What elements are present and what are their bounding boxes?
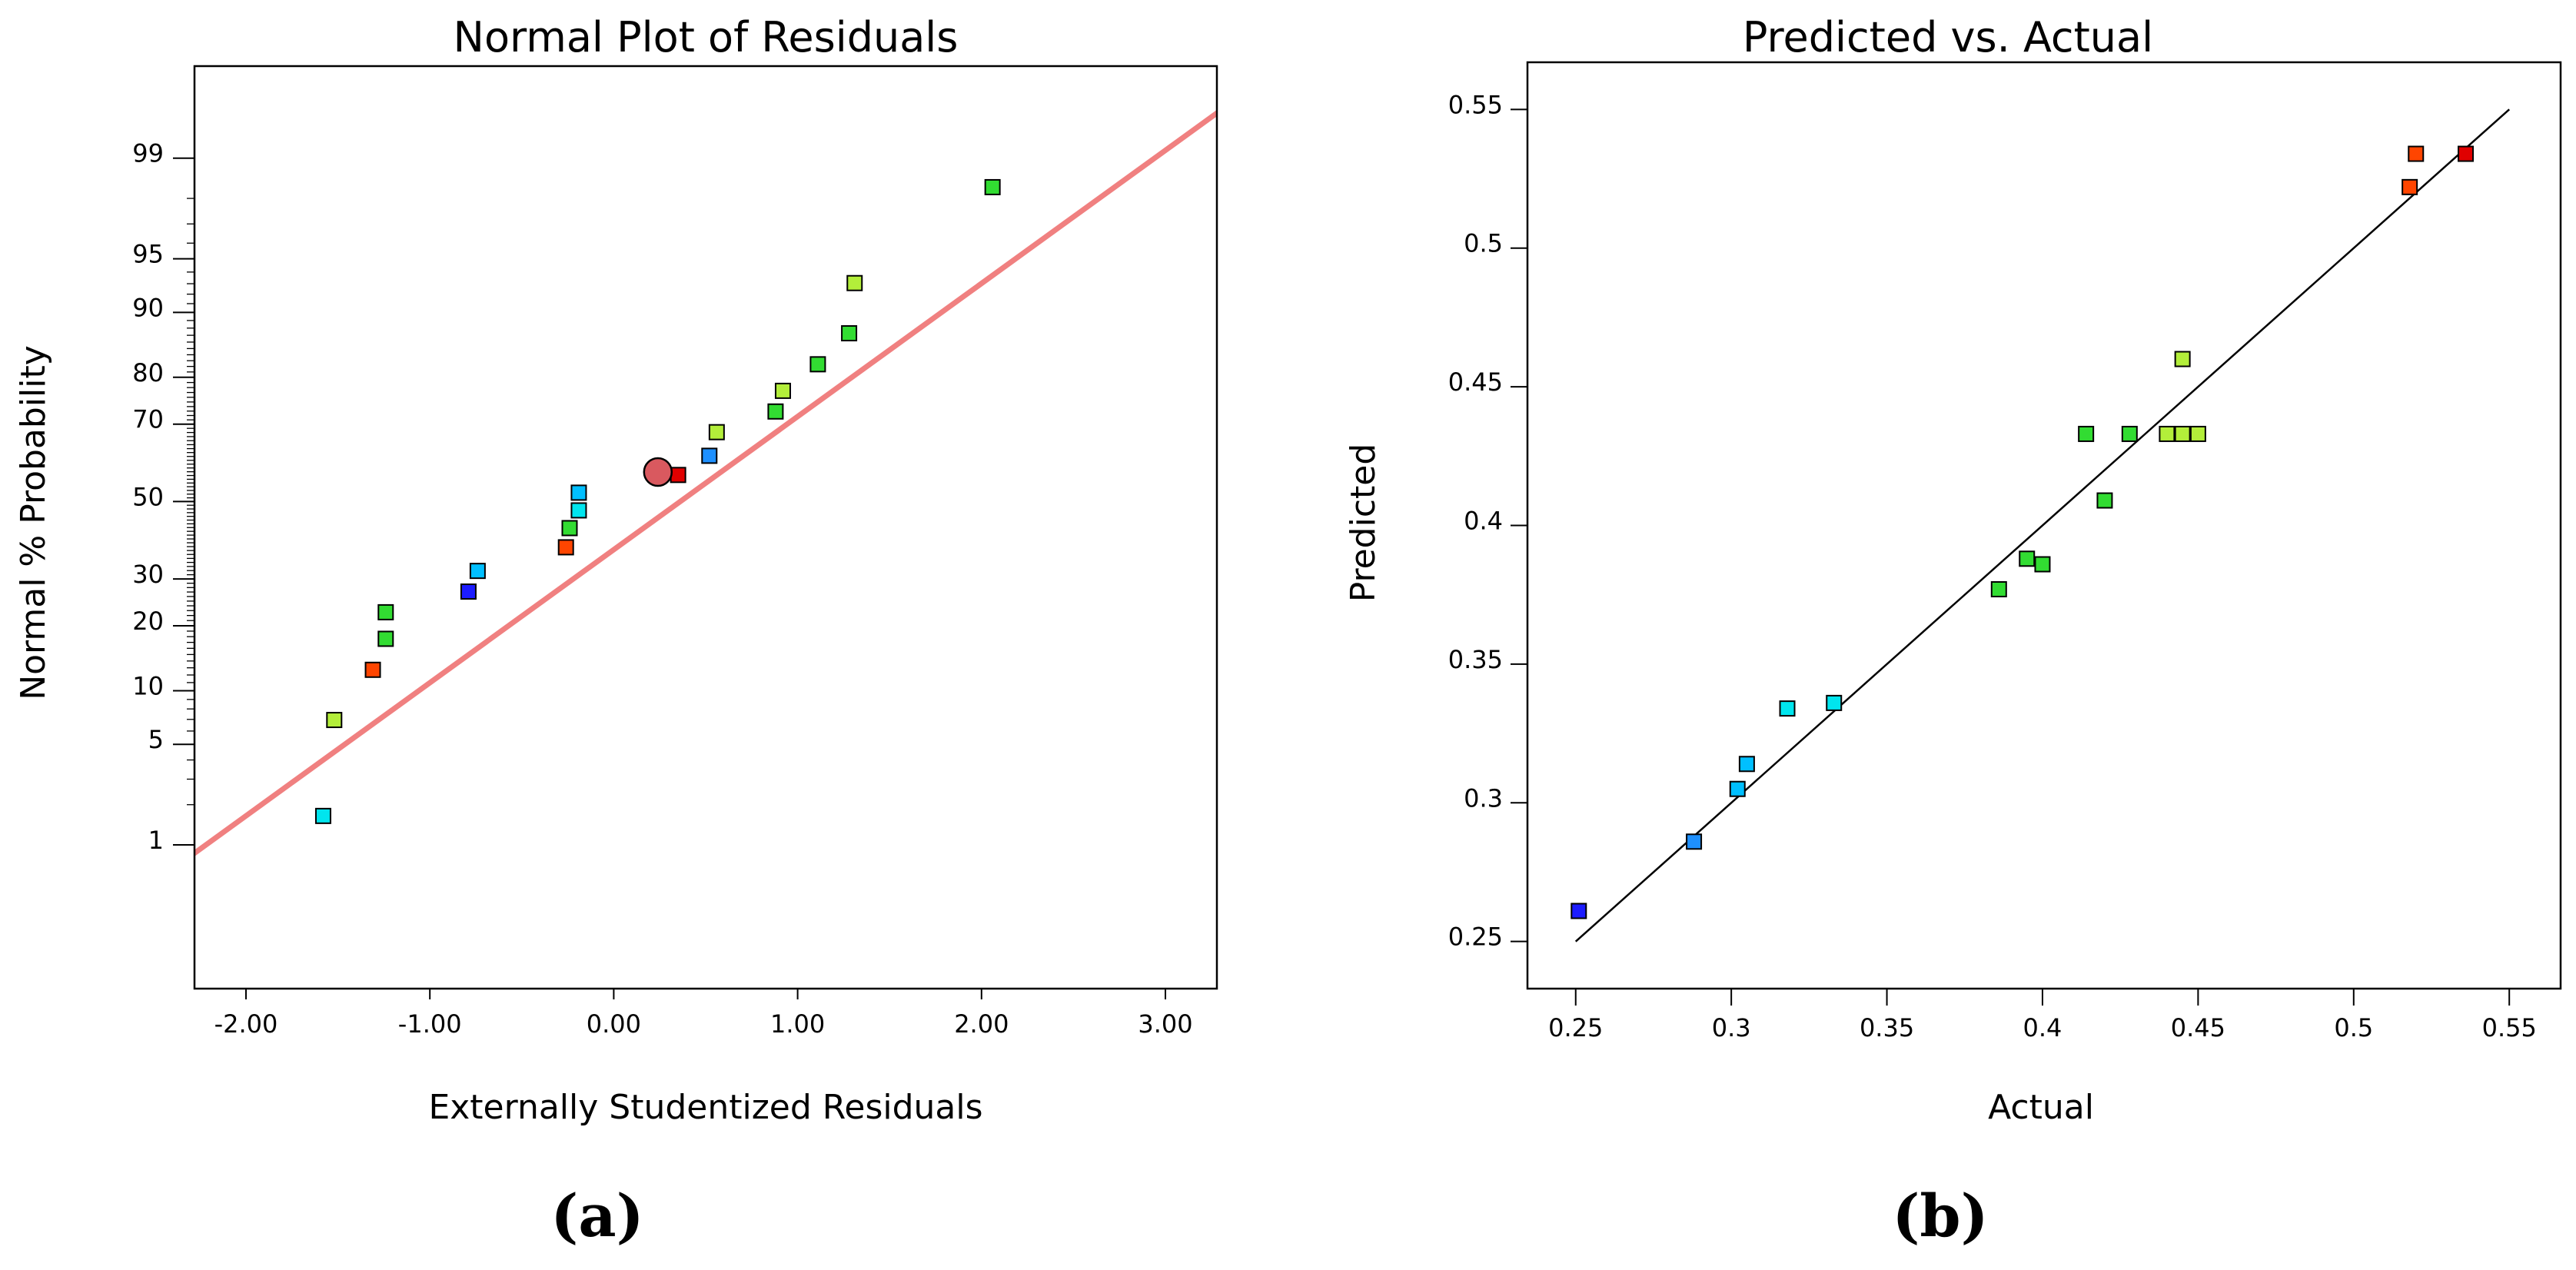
panel-a-reference-line — [194, 109, 1217, 857]
panel-a-ticks: -2.00 -1.00 0.00 1.00 2.00 3.00 1 5 10 20 30 50 70 80… — [132, 139, 1192, 1039]
panel-a-y-tick-label: 90 — [132, 293, 164, 322]
panel-b-frame — [1526, 61, 2562, 990]
panel-b-x-tick-label: 0.4 — [2023, 1013, 2062, 1042]
panel-a-data-point — [701, 447, 718, 464]
panel-a-x-tick-label: -2.00 — [214, 1009, 278, 1039]
panel-a-y-tick-label: 80 — [132, 358, 164, 387]
panel-b-data-point — [2401, 178, 2418, 195]
panel-b-data-point — [2408, 145, 2425, 162]
panel-b-data-point — [1738, 756, 1755, 773]
panel-a-title: Normal Plot of Residuals — [454, 13, 959, 62]
panel-a-data-point — [314, 807, 331, 824]
panel-b-label: (b) — [1892, 1182, 1988, 1250]
panel-a-data-point — [846, 274, 863, 291]
panel-a-data-point — [767, 403, 784, 420]
panel-a-label: (a) — [550, 1182, 643, 1250]
panel-a-y-tick-label: 95 — [132, 240, 164, 269]
panel-b-data-point — [1990, 580, 2007, 597]
panel-b-data-point — [2121, 425, 2138, 442]
panel-b-data-point — [2096, 492, 2113, 509]
panel-b-data-point — [2019, 550, 2036, 567]
panel-b-y-tick-label: 0.4 — [1464, 507, 1503, 536]
panel-a-y-tick-label: 20 — [132, 607, 164, 636]
panel-a-highlight-point — [643, 457, 673, 487]
panel-a-y-tick-label: 50 — [132, 482, 164, 511]
panel-a-y-tick-label: 70 — [132, 405, 164, 434]
panel-b-x-tick-label: 0.5 — [2334, 1013, 2373, 1042]
panel-b-y-axis-label: Predicted — [1344, 444, 1383, 603]
panel-a-data-point — [570, 502, 587, 519]
panel-a-data-point — [561, 520, 578, 537]
panel-a-data-point — [557, 539, 574, 556]
panel-b-y-tick-label: 0.45 — [1448, 367, 1503, 397]
panel-b-data-point — [2189, 425, 2206, 442]
panel-a-y-tick-label: 10 — [132, 671, 164, 700]
panel-a-plot-area — [194, 109, 1217, 857]
panel-b-data-point — [1826, 694, 1843, 711]
panel-a-data-point — [708, 424, 725, 441]
panel-b-predicted-vs-actual: Predicted vs. Actual Predicted Actual (b… — [1344, 13, 2562, 1250]
panel-a-y-axis-label: Normal % Probability — [14, 345, 53, 700]
panel-b-ticks: 0.25 0.3 0.35 0.4 0.45 0.5 0.55 0.25 0.3 0.35 0.4 0… — [1448, 90, 2537, 1042]
panel-a-y-tick-label: 5 — [148, 725, 164, 754]
panel-a-data-point — [809, 356, 826, 373]
panel-a-y-tick-label: 99 — [132, 139, 164, 168]
panel-b-y-tick-label: 0.5 — [1464, 229, 1503, 258]
panel-b-y-tick-label: 0.35 — [1448, 645, 1503, 674]
panel-b-data-point — [2078, 425, 2095, 442]
panel-b-x-tick-label: 0.45 — [2171, 1013, 2225, 1042]
panel-b-x-axis-label: Actual — [1988, 1088, 2094, 1127]
panel-a-x-tick-label: 2.00 — [954, 1009, 1009, 1039]
panel-a-data-point — [984, 178, 1001, 195]
panel-a-data-point — [377, 603, 394, 620]
panel-a-data-point — [460, 583, 477, 600]
panel-b-data-point — [2034, 556, 2051, 573]
panel-a-x-axis-label: Externally Studentized Residuals — [428, 1088, 982, 1127]
panel-b-y-tick-label: 0.3 — [1464, 783, 1503, 813]
panel-b-data-point — [1686, 833, 1703, 850]
panel-b-x-tick-label: 0.25 — [1548, 1013, 1603, 1042]
panel-a-y-tick-label: 30 — [132, 560, 164, 589]
panel-a-x-tick-label: 3.00 — [1138, 1009, 1192, 1039]
panel-b-data-point — [2458, 145, 2475, 162]
panel-b-title: Predicted vs. Actual — [1743, 13, 2153, 62]
panel-b-data-point — [1571, 903, 1587, 919]
panel-a-data-point — [841, 325, 858, 342]
panel-a-data-point — [469, 563, 486, 580]
panel-a-data-point — [670, 467, 686, 484]
panel-a-frame — [193, 65, 1218, 990]
panel-a-x-tick-label: 0.00 — [587, 1009, 641, 1039]
panel-a-x-tick-label: -1.00 — [398, 1009, 462, 1039]
panel-b-plot-area — [1571, 108, 2511, 943]
panel-a-x-tick-label: 1.00 — [770, 1009, 825, 1039]
panel-a-data-point — [570, 484, 587, 501]
panel-b-reference-line — [1574, 108, 2511, 943]
panel-a-data-point — [377, 630, 394, 647]
panel-a-data-point — [364, 661, 381, 678]
panel-b-data-point — [2174, 425, 2191, 442]
panel-b-data-point — [1729, 780, 1746, 797]
panel-b-data-point — [2174, 351, 2191, 367]
panel-b-y-tick-label: 0.55 — [1448, 90, 1503, 119]
panel-a-data-point — [326, 712, 343, 729]
panel-b-x-tick-label: 0.3 — [1712, 1013, 1751, 1042]
panel-b-x-tick-label: 0.35 — [1860, 1013, 1914, 1042]
panel-a-data-point — [774, 382, 791, 399]
panel-b-x-tick-label: 0.55 — [2482, 1013, 2537, 1042]
panel-a-normal-plot: Normal Plot of Residuals Normal % Probab… — [14, 13, 1218, 1250]
panel-b-data-point — [1779, 700, 1796, 717]
panel-b-data-point — [2159, 425, 2175, 442]
panel-a-y-tick-label: 1 — [148, 826, 164, 855]
panel-b-y-tick-label: 0.25 — [1448, 923, 1503, 952]
